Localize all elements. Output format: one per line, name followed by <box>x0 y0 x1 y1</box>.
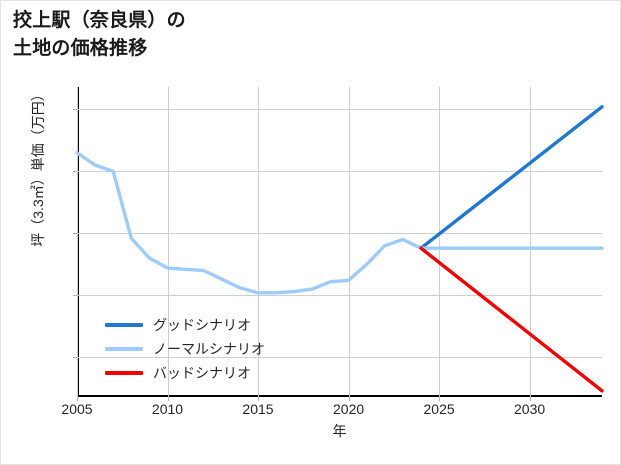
gridline-vertical <box>348 87 350 397</box>
x-axis-spine <box>77 395 602 397</box>
y-tick-mark <box>73 171 77 173</box>
gridline-horizontal <box>77 171 602 173</box>
legend-color-swatch <box>105 323 143 327</box>
gridline-vertical <box>529 87 531 397</box>
gridline-vertical <box>167 87 169 397</box>
y-tick-mark <box>73 357 77 359</box>
gridline-vertical <box>439 87 441 397</box>
y-tick-mark <box>73 233 77 235</box>
legend-item[interactable]: ノーマルシナリオ <box>105 337 265 361</box>
x-tick-mark <box>77 397 78 401</box>
x-tick-mark <box>439 397 441 401</box>
x-tick-mark <box>348 397 350 401</box>
legend-item-label: グッドシナリオ <box>153 317 251 333</box>
gridline-vertical <box>77 87 78 397</box>
gridline-horizontal <box>77 233 602 235</box>
series-line <box>75 151 604 295</box>
x-tick-mark <box>529 397 531 401</box>
y-axis-title: 坪（3.3㎡）単価（万円） <box>30 87 46 247</box>
gridline-vertical <box>258 87 259 397</box>
x-tick-label: 2020 <box>333 401 365 417</box>
gridline-horizontal <box>77 295 602 297</box>
legend: グッドシナリオ ノーマルシナリオ バッドシナリオ <box>99 309 271 389</box>
legend-item[interactable]: バッドシナリオ <box>105 361 265 385</box>
page-title: 挍上駅（奈良県）の 土地の価格推移 <box>13 10 186 59</box>
legend-item-label: ノーマルシナリオ <box>153 341 265 357</box>
legend-item-label: バッドシナリオ <box>153 365 251 381</box>
plot-area: 10.511.011.512.012.520052010201520202025… <box>61 87 604 417</box>
gridline-horizontal <box>77 109 602 111</box>
gridline-horizontal <box>77 357 602 359</box>
series-layer <box>75 105 604 393</box>
legend-color-swatch <box>105 371 143 375</box>
x-tick-label: 2025 <box>423 401 455 417</box>
y-axis-spine <box>77 87 79 397</box>
legend-color-swatch <box>105 347 143 351</box>
x-tick-mark <box>258 397 259 401</box>
x-axis-title: 年 <box>332 423 347 439</box>
y-tick-mark <box>73 295 77 297</box>
legend-item[interactable]: グッドシナリオ <box>105 313 265 337</box>
x-tick-label: 2030 <box>514 401 546 417</box>
x-tick-label: 2015 <box>242 401 274 417</box>
x-tick-label: 2005 <box>61 401 93 417</box>
series-line <box>419 246 604 393</box>
x-tick-label: 2010 <box>151 401 184 417</box>
series-line <box>419 105 604 250</box>
y-tick-mark <box>73 109 77 111</box>
x-tick-mark <box>167 397 169 401</box>
